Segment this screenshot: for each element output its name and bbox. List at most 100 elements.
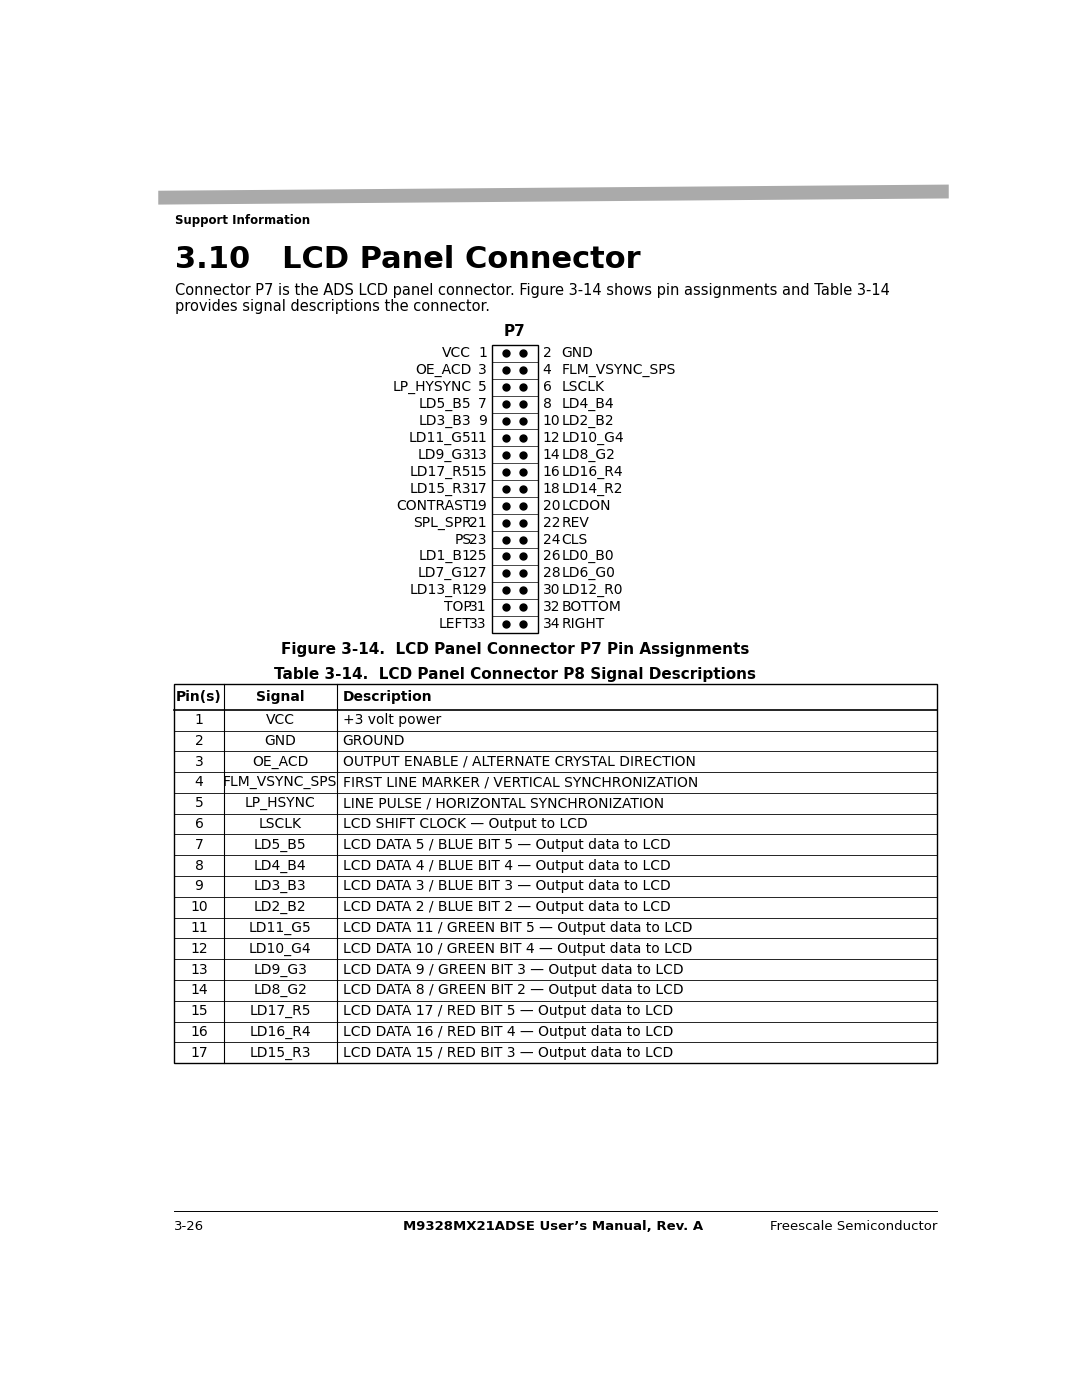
Text: CLS: CLS — [562, 532, 588, 546]
Text: LD11_G5: LD11_G5 — [408, 430, 471, 444]
Text: FLM_VSYNC_SPS: FLM_VSYNC_SPS — [224, 775, 337, 789]
Text: 2: 2 — [542, 346, 552, 360]
Text: LCD DATA 10 / GREEN BIT 4 — Output data to LCD: LCD DATA 10 / GREEN BIT 4 — Output data … — [342, 942, 692, 956]
Text: OE_ACD: OE_ACD — [252, 754, 309, 768]
Text: 17: 17 — [469, 482, 487, 496]
Text: Support Information: Support Information — [175, 214, 310, 226]
Text: FIRST LINE MARKER / VERTICAL SYNCHRONIZATION: FIRST LINE MARKER / VERTICAL SYNCHRONIZA… — [342, 775, 698, 789]
Text: LD16_R4: LD16_R4 — [249, 1025, 311, 1039]
Text: Table 3-14.  LCD Panel Connector P8 Signal Descriptions: Table 3-14. LCD Panel Connector P8 Signa… — [273, 666, 756, 682]
Text: LD17_R5: LD17_R5 — [249, 1004, 311, 1018]
Text: 4: 4 — [194, 775, 203, 789]
Text: PS: PS — [455, 532, 471, 546]
Text: Figure 3-14.  LCD Panel Connector P7 Pin Assignments: Figure 3-14. LCD Panel Connector P7 Pin … — [281, 643, 748, 657]
Text: Description: Description — [342, 690, 432, 704]
Text: 32: 32 — [542, 601, 561, 615]
Text: 25: 25 — [470, 549, 487, 563]
Text: 1: 1 — [478, 346, 487, 360]
Text: LD3_B3: LD3_B3 — [419, 414, 471, 427]
Text: Signal: Signal — [256, 690, 305, 704]
Text: LSCLK: LSCLK — [562, 380, 604, 394]
Text: 16: 16 — [542, 465, 561, 479]
Text: LD2_B2: LD2_B2 — [254, 900, 307, 914]
Text: LCD DATA 8 / GREEN BIT 2 — Output data to LCD: LCD DATA 8 / GREEN BIT 2 — Output data t… — [342, 983, 684, 997]
Text: LCD SHIFT CLOCK — Output to LCD: LCD SHIFT CLOCK — Output to LCD — [342, 817, 588, 831]
Text: 1: 1 — [194, 712, 203, 726]
Text: LD6_G0: LD6_G0 — [562, 566, 616, 580]
Text: 9: 9 — [478, 414, 487, 427]
Text: LCD DATA 3 / BLUE BIT 3 — Output data to LCD: LCD DATA 3 / BLUE BIT 3 — Output data to… — [342, 880, 671, 894]
Text: 23: 23 — [470, 532, 487, 546]
Text: LD8_G2: LD8_G2 — [254, 983, 307, 997]
Text: LEFT: LEFT — [438, 617, 471, 631]
Text: GND: GND — [562, 346, 593, 360]
Polygon shape — [159, 184, 948, 204]
Text: 29: 29 — [469, 584, 487, 598]
Text: LD3_B3: LD3_B3 — [254, 880, 307, 894]
Text: VCC: VCC — [266, 712, 295, 726]
Text: 10: 10 — [542, 414, 561, 427]
Text: LD9_G3: LD9_G3 — [418, 448, 471, 462]
Text: LD11_G5: LD11_G5 — [248, 921, 312, 935]
Text: 24: 24 — [542, 532, 561, 546]
Text: 30: 30 — [542, 584, 561, 598]
Text: 3.10   LCD Panel Connector: 3.10 LCD Panel Connector — [175, 244, 640, 274]
Text: GND: GND — [265, 733, 296, 747]
Text: LSCLK: LSCLK — [259, 817, 301, 831]
Text: BOTTOM: BOTTOM — [562, 601, 621, 615]
Text: LD14_R2: LD14_R2 — [562, 482, 623, 496]
Text: 6: 6 — [194, 817, 203, 831]
Text: 5: 5 — [478, 380, 487, 394]
Text: LD0_B0: LD0_B0 — [562, 549, 613, 563]
Text: LD5_B5: LD5_B5 — [419, 397, 471, 411]
Text: 31: 31 — [469, 601, 487, 615]
Text: OE_ACD: OE_ACD — [415, 363, 471, 377]
Text: Connector P7 is the ADS LCD panel connector. Figure 3-14 shows pin assignments a: Connector P7 is the ADS LCD panel connec… — [175, 284, 890, 298]
Text: 10: 10 — [190, 900, 207, 914]
Text: 14: 14 — [190, 983, 207, 997]
Text: LD9_G3: LD9_G3 — [254, 963, 307, 977]
Text: 8: 8 — [194, 859, 203, 873]
Text: 8: 8 — [542, 397, 552, 411]
Text: LCD DATA 4 / BLUE BIT 4 — Output data to LCD: LCD DATA 4 / BLUE BIT 4 — Output data to… — [342, 859, 671, 873]
Text: M9328MX21ADSE User’s Manual, Rev. A: M9328MX21ADSE User’s Manual, Rev. A — [404, 1220, 703, 1234]
Text: 21: 21 — [469, 515, 487, 529]
Text: 20: 20 — [542, 499, 561, 513]
Text: LD4_B4: LD4_B4 — [562, 397, 613, 411]
Text: LD5_B5: LD5_B5 — [254, 838, 307, 852]
Text: LCD DATA 2 / BLUE BIT 2 — Output data to LCD: LCD DATA 2 / BLUE BIT 2 — Output data to… — [342, 900, 671, 914]
Text: 27: 27 — [470, 566, 487, 580]
Text: 12: 12 — [542, 430, 561, 444]
Text: +3 volt power: +3 volt power — [342, 712, 441, 726]
Text: LP_HYSYNC: LP_HYSYNC — [392, 380, 471, 394]
Text: 15: 15 — [190, 1004, 207, 1018]
Text: 16: 16 — [190, 1025, 207, 1039]
Text: 28: 28 — [542, 566, 561, 580]
Text: 13: 13 — [469, 448, 487, 462]
Text: 3: 3 — [478, 363, 487, 377]
Text: OUTPUT ENABLE / ALTERNATE CRYSTAL DIRECTION: OUTPUT ENABLE / ALTERNATE CRYSTAL DIRECT… — [342, 754, 696, 768]
Text: REV: REV — [562, 515, 589, 529]
Text: 11: 11 — [469, 430, 487, 444]
Text: 12: 12 — [190, 942, 207, 956]
Text: 14: 14 — [542, 448, 561, 462]
Text: 3: 3 — [194, 754, 203, 768]
Text: LD10_G4: LD10_G4 — [249, 942, 312, 956]
Text: LCD DATA 17 / RED BIT 5 — Output data to LCD: LCD DATA 17 / RED BIT 5 — Output data to… — [342, 1004, 673, 1018]
Text: LD10_G4: LD10_G4 — [562, 430, 624, 444]
Text: LCD DATA 5 / BLUE BIT 5 — Output data to LCD: LCD DATA 5 / BLUE BIT 5 — Output data to… — [342, 838, 671, 852]
Text: LD1_B1: LD1_B1 — [418, 549, 471, 563]
Text: SPL_SPR: SPL_SPR — [413, 515, 471, 529]
Text: LCDON: LCDON — [562, 499, 611, 513]
Text: LP_HSYNC: LP_HSYNC — [245, 796, 315, 810]
Text: RIGHT: RIGHT — [562, 617, 605, 631]
Bar — [491, 345, 538, 633]
Text: GROUND: GROUND — [342, 733, 405, 747]
Text: LD2_B2: LD2_B2 — [562, 414, 613, 427]
Text: LD7_G1: LD7_G1 — [418, 566, 471, 580]
Text: LD4_B4: LD4_B4 — [254, 859, 307, 873]
Text: 6: 6 — [542, 380, 552, 394]
Text: 26: 26 — [542, 549, 561, 563]
Text: 22: 22 — [542, 515, 561, 529]
Text: FLM_VSYNC_SPS: FLM_VSYNC_SPS — [562, 363, 676, 377]
